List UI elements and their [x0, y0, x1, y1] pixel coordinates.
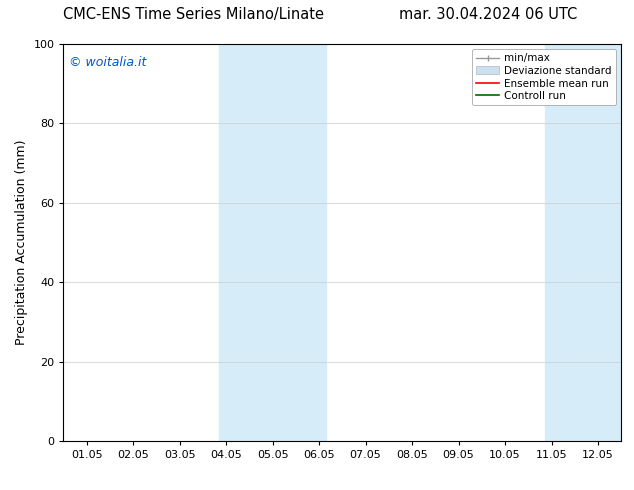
Y-axis label: Precipitation Accumulation (mm): Precipitation Accumulation (mm): [15, 140, 28, 345]
Bar: [219, 44, 326, 441]
Text: mar. 30.04.2024 06 UTC: mar. 30.04.2024 06 UTC: [399, 7, 578, 22]
Bar: [545, 44, 621, 441]
Text: CMC-ENS Time Series Milano/Linate: CMC-ENS Time Series Milano/Linate: [63, 7, 325, 22]
Legend: min/max, Deviazione standard, Ensemble mean run, Controll run: min/max, Deviazione standard, Ensemble m…: [472, 49, 616, 105]
Text: © woitalia.it: © woitalia.it: [69, 56, 146, 69]
